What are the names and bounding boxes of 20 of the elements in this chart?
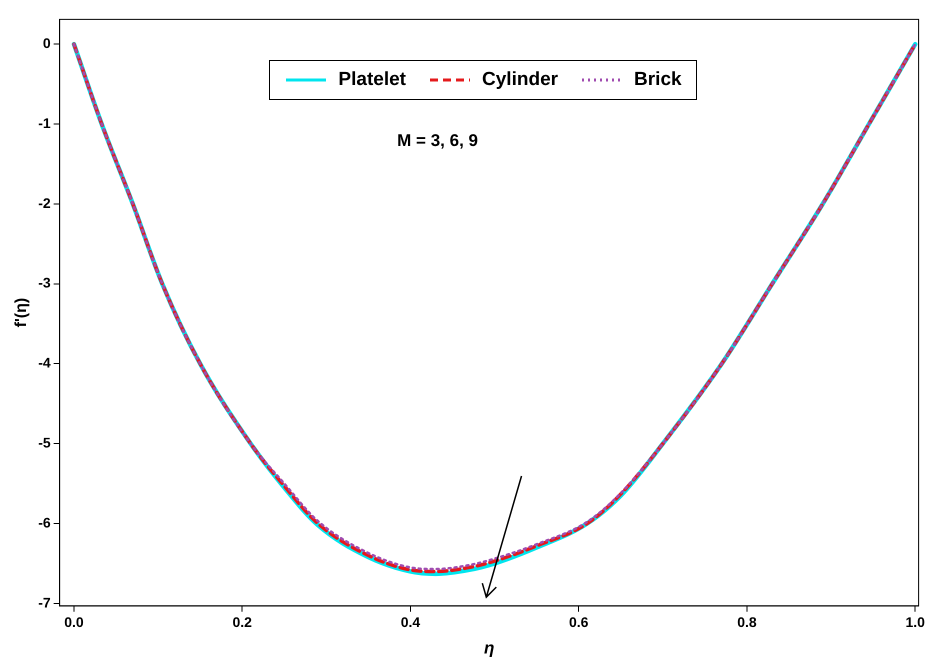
x-tick-label: 0.6: [568, 614, 589, 630]
y-axis-title: f'(η): [13, 298, 30, 328]
y-tick-label: -2: [38, 194, 51, 211]
y-tick-label: -7: [38, 594, 51, 610]
x-tick-label: 0.8: [737, 614, 757, 630]
y-tick-label: -1: [38, 114, 51, 131]
y-tick-label: -3: [38, 274, 51, 291]
legend-label: Cylinder: [482, 69, 558, 91]
x-tick-label: 1.0: [906, 614, 926, 630]
y-tick-label: -5: [38, 434, 51, 450]
x-tick-label: 0.4: [400, 614, 420, 630]
legend-label: Brick: [634, 69, 682, 91]
y-tick-label: 0: [42, 35, 51, 52]
annotation: M = 3, 6, 9: [396, 131, 479, 152]
x-tick-label: 0.0: [64, 614, 84, 630]
x-tick-label: 0.2: [232, 614, 252, 630]
legend-label: Platelet: [338, 69, 406, 91]
y-tick-label: -6: [38, 514, 51, 530]
x-axis-title: η: [484, 638, 494, 658]
y-tick-label: -4: [38, 354, 51, 371]
